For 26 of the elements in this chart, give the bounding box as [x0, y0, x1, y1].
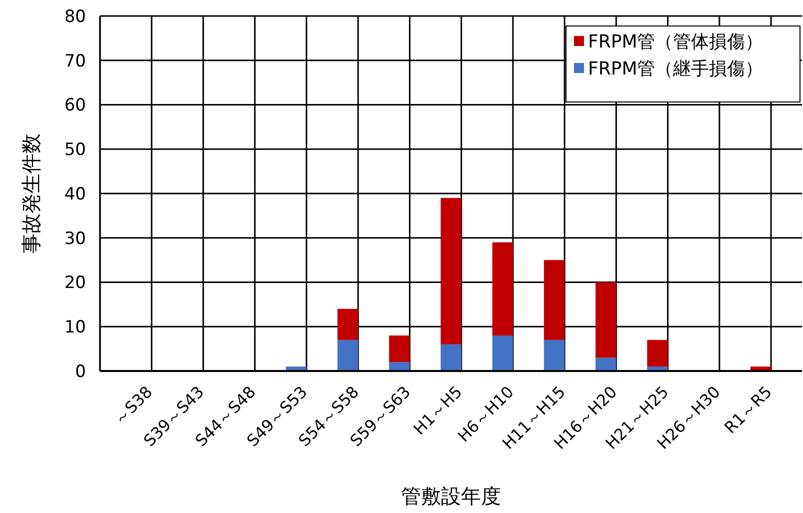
y-tick-label: 40 — [64, 184, 86, 204]
y-tick-label: 20 — [64, 273, 86, 294]
bar — [389, 336, 410, 362]
bar — [596, 282, 616, 358]
y-tick-label: 50 — [64, 140, 86, 160]
bar — [544, 340, 565, 371]
bar — [596, 358, 616, 371]
y-tick-label: 60 — [64, 96, 86, 116]
bar — [337, 340, 358, 371]
legend-label: FRPM管（継手損傷） — [588, 58, 764, 80]
y-tick-label: 70 — [64, 51, 86, 72]
bar — [337, 308, 358, 340]
x-tick-label: R1～R5 — [720, 382, 776, 438]
y-axis-title: 事故発生件数 — [19, 134, 43, 254]
bar — [544, 260, 565, 340]
y-tick-label: 30 — [64, 228, 86, 249]
bar — [440, 344, 462, 371]
y-tick-label: 0 — [75, 362, 86, 382]
bar — [492, 336, 513, 371]
bar — [647, 340, 668, 367]
bar — [440, 198, 462, 344]
y-tick-label: 10 — [64, 318, 86, 338]
x-axis-title: 管敷設年度 — [401, 484, 501, 508]
bar — [492, 242, 513, 336]
y-tick-label: 80 — [64, 6, 86, 27]
legend-label: FRPM管（管体損傷） — [588, 31, 764, 52]
